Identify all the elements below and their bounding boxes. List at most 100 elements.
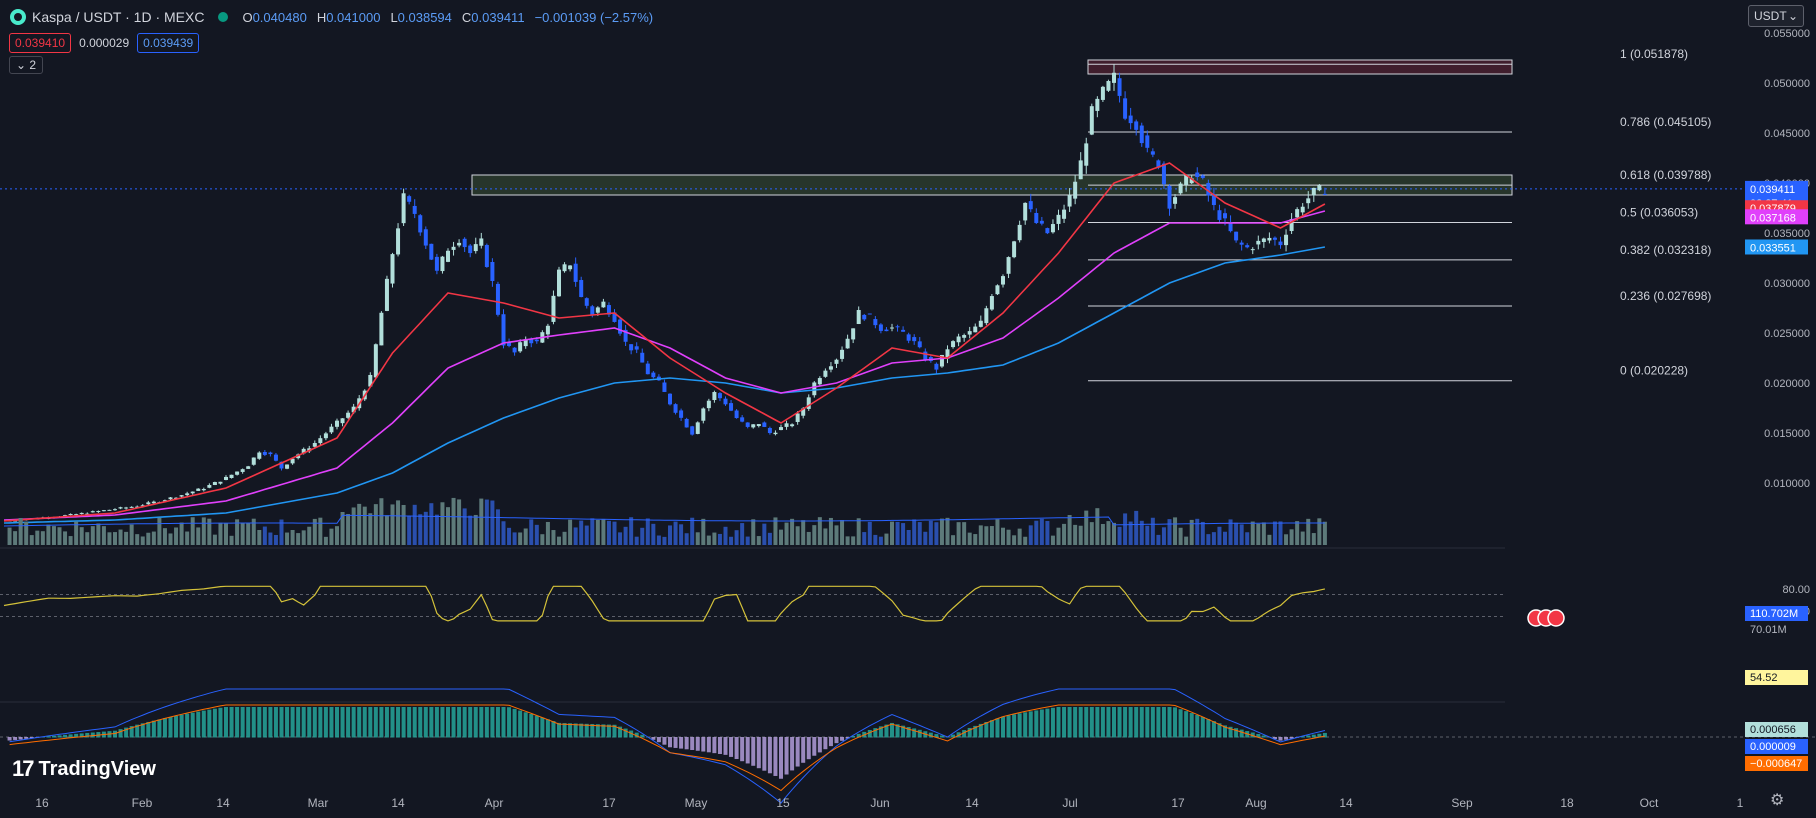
candle-body (745, 422, 750, 427)
macd-histogram-bar (756, 737, 761, 769)
candle-body (668, 393, 672, 405)
gear-icon[interactable]: ⚙ (1770, 792, 1785, 809)
macd-histogram-bar (446, 707, 450, 738)
volume-bar (840, 520, 845, 545)
candle-body (373, 344, 378, 378)
candle-body (551, 295, 556, 322)
y-tick-label: 0.020000 (1764, 378, 1810, 390)
indicators-toggle-button[interactable]: ⌄ 2 (9, 56, 44, 74)
candle-body (751, 424, 756, 428)
volume-bar (1223, 531, 1227, 545)
macd-histogram-bar (396, 707, 401, 738)
macd-histogram-bar (917, 729, 922, 738)
volume-bar (662, 536, 667, 545)
volume-bar (862, 532, 867, 545)
volume-bar (212, 534, 217, 545)
sell-button[interactable]: 0.039410 (9, 33, 72, 53)
candle-body (629, 344, 634, 351)
volume-bar (446, 507, 450, 545)
buy-button[interactable]: 0.039439 (137, 33, 200, 53)
candle-body (1001, 276, 1005, 285)
currency-select[interactable]: USDT ⌄ (1748, 5, 1804, 27)
macd-histogram-bar (224, 707, 228, 738)
candle-body (1106, 81, 1111, 91)
macd-histogram-bar (501, 707, 506, 738)
macd-histogram-bar (190, 712, 195, 738)
volume-bar (1112, 522, 1116, 545)
candle-body (323, 433, 328, 439)
candle-body (484, 244, 489, 267)
macd-histogram-bar (307, 707, 312, 738)
tradingview-mark-icon: 17 (12, 756, 35, 781)
volume-bar (329, 528, 334, 545)
macd-histogram-bar (967, 727, 972, 738)
macd-histogram-bar (346, 707, 351, 738)
volume-bar (573, 527, 578, 545)
candle-body (1173, 197, 1178, 204)
currency-label: USDT (1754, 9, 1787, 23)
candle-body (446, 250, 450, 262)
volume-bar (468, 515, 473, 545)
macd-histogram-bar (1311, 734, 1316, 738)
candle-body (240, 469, 245, 472)
macd-histogram-bar (318, 707, 323, 738)
volume-bar (545, 521, 550, 545)
volume-bar (995, 519, 1000, 545)
macd-histogram-bar (723, 737, 728, 755)
macd-histogram-bar (1200, 717, 1205, 738)
volume-bar (523, 528, 528, 545)
candle-body (107, 509, 112, 511)
candle-body (1112, 72, 1116, 83)
candle-body (246, 466, 251, 469)
candle-body (756, 424, 761, 427)
volume-bar (479, 498, 484, 545)
macd-histogram-bar (13, 737, 18, 740)
volume-bar (917, 522, 922, 545)
y-tick-label: 0.030000 (1764, 278, 1810, 290)
volume-bar (296, 533, 301, 545)
symbol-title[interactable]: Kaspa / USDT · 1D · MEXC (32, 9, 205, 25)
macd-histogram-bar (845, 737, 850, 739)
macd-histogram-bar (90, 732, 95, 738)
y-tick-label: 0.045000 (1764, 128, 1810, 140)
volume-bar (895, 521, 900, 545)
candle-body (512, 347, 517, 353)
macd-histogram-bar (135, 724, 140, 738)
macd-histogram-bar (201, 710, 206, 738)
macd-histogram-bar (912, 728, 917, 738)
candle-body (340, 418, 345, 424)
volume-bar (51, 526, 56, 545)
macd-histogram-bar (146, 721, 151, 738)
macd-histogram-bar (24, 737, 29, 739)
macd-histogram-bar (124, 727, 129, 738)
candle-body (1023, 202, 1028, 221)
volume-bar (706, 535, 711, 545)
candle-body (329, 426, 334, 433)
x-tick-label: Mar (308, 796, 329, 810)
candle-body (1217, 210, 1222, 220)
macd-histogram-bar (1056, 707, 1061, 738)
tradingview-logo[interactable]: 17 TradingView (12, 756, 156, 782)
candle-body (407, 196, 412, 202)
volume-bar (1272, 521, 1277, 545)
volume-bar (190, 517, 195, 545)
macd-histogram-bar (174, 715, 179, 738)
x-tick-label: Aug (1245, 796, 1266, 810)
brand-name: TradingView (38, 757, 156, 780)
macd-histogram-bar (801, 737, 806, 763)
volume-bar (734, 530, 739, 545)
macd-histogram-bar (729, 737, 734, 757)
volume-ma-line (3, 514, 1325, 527)
macd-histogram-bar (823, 737, 828, 750)
macd-histogram-bar (1106, 707, 1111, 738)
volume-ma-label: 70.01M (1750, 624, 1787, 636)
volume-bar (629, 517, 634, 545)
macd-histogram-bar (268, 707, 273, 738)
ohlc-key: H (316, 9, 327, 25)
macd-histogram-bar (218, 707, 223, 738)
macd-histogram-bar (612, 724, 617, 738)
volume-bar (701, 518, 706, 545)
volume-bar (923, 531, 928, 545)
candle-body (1311, 187, 1316, 196)
